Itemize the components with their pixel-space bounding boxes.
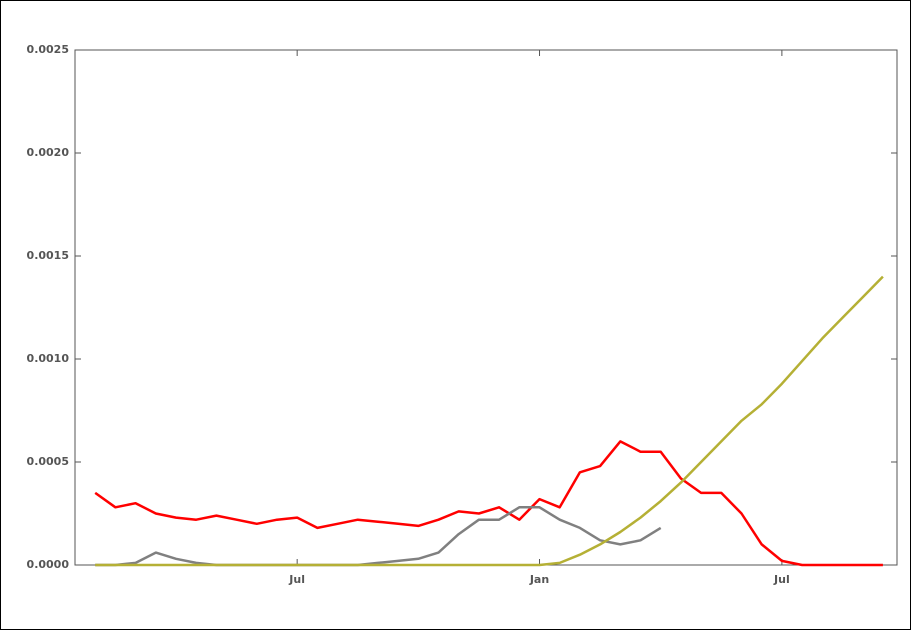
plot-frame (74, 49, 898, 566)
series-line (95, 506, 662, 567)
y-tick-label: 0.0020 (27, 146, 70, 159)
series-line (95, 275, 884, 567)
y-tick-label: 0.0010 (27, 352, 70, 365)
y-tick-label: 0.0025 (27, 43, 69, 56)
series-line (94, 440, 883, 567)
x-tick-label: Jul (773, 573, 790, 586)
y-tick-label: 0.0000 (27, 558, 70, 571)
x-tick-label: Jul (288, 573, 305, 586)
y-tick-label: 0.0015 (27, 249, 69, 262)
y-tick-label: 0.0005 (27, 455, 69, 468)
x-tick-label: Jan (529, 573, 549, 586)
